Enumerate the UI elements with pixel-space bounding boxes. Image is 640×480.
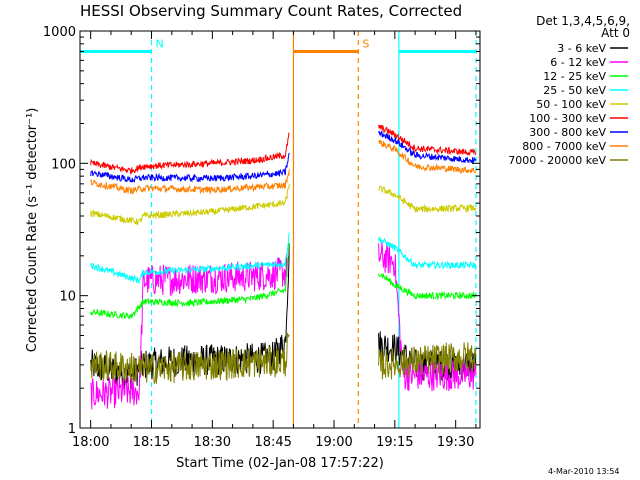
flag-bar-label: S	[362, 37, 369, 50]
x-tick-label: 18:15	[133, 435, 170, 450]
series-line	[378, 272, 477, 301]
y-tick-label: 1	[68, 422, 76, 437]
flag-bar-label: N	[156, 37, 164, 50]
legend-item-label: 7000 - 20000 keV	[508, 154, 606, 167]
y-axis-label: Corrected Count Rate (s⁻¹ detector⁻¹)	[25, 108, 40, 353]
legend-title-line-2: Att 0	[601, 26, 630, 40]
legend-item-label: 6 - 12 keV	[550, 56, 606, 69]
x-axis-label: Start Time (02-Jan-08 17:57:22)	[176, 456, 384, 471]
series-line	[90, 232, 290, 285]
series-line	[90, 242, 290, 320]
x-tick-label: 18:45	[254, 435, 291, 450]
x-tick-label: 19:15	[376, 435, 413, 450]
series-line	[90, 152, 290, 184]
x-tick-label: 18:30	[194, 435, 231, 450]
legend-item-label: 100 - 300 keV	[529, 112, 606, 125]
series-line	[378, 185, 477, 214]
chart-title: HESSI Observing Summary Count Rates, Cor…	[80, 2, 462, 20]
legend-item-label: 50 - 100 keV	[536, 98, 606, 111]
x-tick-label: 19:30	[437, 435, 474, 450]
series-layer	[90, 124, 477, 410]
series-line	[90, 331, 290, 385]
legend-title-line-1: Det 1,3,4,5,6,9,	[536, 14, 630, 28]
x-tick-label: 18:00	[72, 435, 109, 450]
y-tick-label: 1000	[43, 25, 76, 40]
timestamp: 4-Mar-2010 13:54	[548, 467, 620, 476]
series-line	[90, 243, 290, 410]
plot-frame	[79, 30, 481, 429]
series-line	[378, 342, 477, 380]
series-line	[90, 183, 290, 226]
series-line	[90, 132, 290, 175]
legend-item-label: 800 - 7000 keV	[522, 140, 606, 153]
legend-item-label: 25 - 50 keV	[543, 84, 606, 97]
series-line	[378, 124, 477, 156]
legend-item-label: 300 - 800 keV	[529, 126, 606, 139]
axis-layer: 18:00 18:15 18:30 18:45 19:00 19:15 19:30 1 10 10…	[43, 25, 481, 450]
y-tick-label: 100	[51, 157, 76, 172]
series-line	[378, 242, 477, 392]
series-line	[90, 169, 290, 195]
legend-item-label: 3 - 6 keV	[557, 42, 606, 55]
x-tick-label: 19:00	[315, 435, 352, 450]
y-tick-label: 10	[59, 290, 76, 305]
series-line	[378, 236, 477, 270]
series-line	[378, 129, 477, 164]
legend-item-label: 12 - 25 keV	[543, 70, 606, 83]
series-line	[378, 139, 477, 174]
